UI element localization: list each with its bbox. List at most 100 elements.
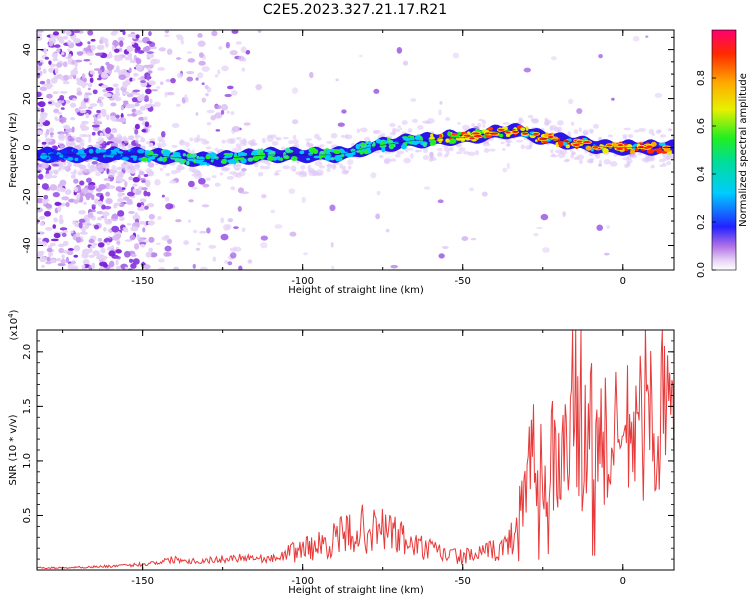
noise-speckle [48,101,52,105]
noise-speckle [214,104,222,110]
noise-speckle [70,116,76,121]
noise-speckle [77,51,83,56]
ridge-halo [567,131,572,137]
ridge-blob [257,148,261,154]
noise-speckle [187,58,196,63]
ridge-halo [193,137,200,143]
noise-speckle [81,187,89,194]
ridge-halo [315,172,323,177]
noise-speckle [75,59,83,63]
noise-speckle [59,39,65,44]
noise-speckle [97,200,103,207]
noise-speckle [111,213,119,220]
noise-speckle [39,255,47,263]
ridge-halo [88,138,92,143]
noise-speckle [329,204,336,212]
noise-speckle [132,188,137,193]
noise-speckle [385,228,390,233]
noise-speckle [133,72,139,77]
noise-speckle [140,204,145,212]
ridge-blob [132,155,137,161]
spectrogram-ridge [37,123,674,168]
noise-speckle [143,116,148,121]
noise-speckle [46,78,51,85]
noise-speckle [138,221,147,225]
ridge-halo [69,135,77,142]
noise-speckle [103,237,112,244]
noise-speckle [62,229,68,234]
ridge-halo [637,152,642,156]
noise-speckle [78,210,86,215]
noise-speckle [165,203,174,210]
ridge-halo [627,134,634,139]
noise-speckle [37,197,44,204]
ridge-halo [658,158,666,163]
noise-speckle [101,84,108,89]
noise-speckle [164,30,170,34]
ridge-blob [326,149,330,153]
noise-speckle [238,265,243,270]
noise-speckle [96,99,102,104]
ridge-halo [116,133,122,139]
ridge-blob [67,156,74,161]
noise-speckle [187,180,195,188]
noise-speckle [347,158,354,166]
noise-speckle [71,60,76,65]
ridge-halo [399,127,403,131]
noise-speckle [56,48,61,53]
ridge-halo [330,132,338,139]
ridge-blob [121,156,129,161]
ridge-halo [423,147,429,154]
noise-speckle [161,235,170,241]
ridge-halo [232,147,240,153]
noise-speckle [128,67,132,74]
noise-speckle [67,53,72,59]
ridge-halo [314,161,323,167]
ridge-halo [80,166,87,173]
ridge-halo [127,170,132,174]
ridge-blob [457,131,462,136]
noise-speckle [598,54,603,59]
noise-speckle [87,30,94,36]
ridge-halo [650,164,655,169]
noise-speckle [241,227,246,233]
ridge-blob [626,143,633,150]
ridge-halo [622,157,630,161]
ridge-blob [40,152,47,159]
ridge-peak [616,143,625,148]
noise-speckle [81,73,86,80]
noise-speckle [187,219,192,223]
ridge-blob [375,138,382,144]
snr-y-axis-label: SNR (10 * v/v) [8,414,19,485]
noise-speckle [78,218,86,223]
noise-speckle [424,186,431,190]
noise-speckle [551,56,557,61]
ridge-blob [430,139,437,144]
noise-speckle [85,177,92,183]
noise-speckle [133,92,141,96]
noise-speckle [92,250,101,257]
ridge-halo [326,140,333,145]
ridge-halo [303,171,308,177]
ridge-halo [239,142,245,146]
ridge-blob [558,140,562,146]
noise-speckle [103,92,112,97]
noise-speckle [70,174,76,179]
noise-speckle [198,60,206,66]
noise-speckle [89,245,96,249]
snr-panel: -150 -100 -50 0 0.5 1.0 1.5 2.0 Height of stra… [7,309,675,596]
noise-speckle [144,205,149,210]
ridge-halo [518,118,524,124]
noise-speckle [111,225,120,233]
ridge-halo [51,169,59,174]
ridge-halo [661,152,667,157]
noise-speckle [198,177,206,185]
ridge-halo [573,129,579,134]
ridge-halo [477,122,482,128]
noise-speckle [129,59,137,64]
ridge-halo [313,133,320,139]
noise-speckle [87,212,94,218]
noise-speckle [146,74,150,81]
noise-speckle [206,122,212,126]
noise-speckle [96,44,105,51]
